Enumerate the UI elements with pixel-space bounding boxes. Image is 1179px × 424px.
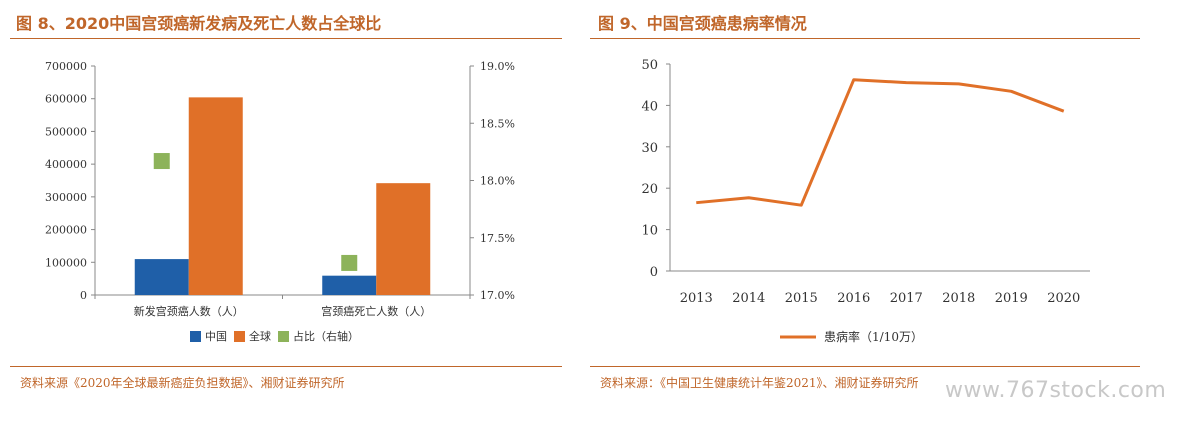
right-tick-label: 19.0%: [480, 60, 515, 73]
figure-8-panel: 图 8、2020中国宫颈癌新发病及死亡人数占全球比 0 100000 200000 3…: [0, 0, 580, 424]
figure-8-source: 资料来源《2020年全球最新癌症负担数据》、湘财证券研究所: [20, 376, 345, 390]
y-tick-label: 30: [641, 141, 658, 156]
category-label: 新发宫颈癌人数（人）: [134, 304, 244, 318]
legend-label: 患病率（1/10万）: [824, 329, 923, 344]
bar-global: [188, 97, 243, 295]
share-point: [341, 254, 358, 271]
left-tick-label: 600000: [45, 93, 87, 106]
left-tick-label: 100000: [45, 256, 87, 269]
left-tick-label: 300000: [45, 191, 87, 204]
legend-swatch-0: [190, 331, 201, 342]
bar-china: [134, 259, 189, 295]
legend-label-0: 中国: [205, 330, 227, 343]
figure-8-bottom-rule: [10, 366, 562, 367]
x-tick-label: 2016: [837, 291, 870, 306]
y-tick-label: 50: [641, 58, 658, 73]
legend-label-1: 全球: [249, 329, 271, 343]
right-tick-label: 17.5%: [480, 232, 515, 245]
y-tick-label: 10: [641, 224, 658, 239]
x-tick-label: 2015: [785, 291, 818, 306]
figure-8-title: 图 8、2020中国宫颈癌新发病及死亡人数占全球比: [16, 14, 382, 33]
figure-9-panel: 图 9、中国宫颈癌患病率情况 0 10 20 30 40 50 2013 2014 2015 20…: [590, 0, 1179, 424]
left-tick-label: 700000: [45, 60, 87, 73]
bar-china: [322, 275, 377, 295]
right-tick-label: 18.5%: [480, 117, 515, 130]
x-tick-label: 2019: [995, 291, 1028, 306]
x-tick-label: 2018: [942, 291, 975, 306]
y-tick-label: 40: [641, 99, 658, 114]
x-tick-label: 2017: [890, 291, 923, 306]
left-tick-label: 0: [80, 289, 87, 302]
share-point: [153, 153, 170, 170]
legend-label-2: 占比（右轴）: [293, 329, 359, 343]
prevalence-line: [696, 78, 1065, 207]
right-tick-label: 17.0%: [480, 289, 515, 302]
watermark: www.767stock.com: [945, 378, 1167, 403]
legend-swatch-2: [278, 331, 289, 342]
figure-9-bottom-rule: [590, 366, 1140, 367]
figure-8-chart: 0 100000 200000 300000 400000 500000 600000 700…: [45, 60, 515, 343]
x-tick-label: 2014: [732, 291, 765, 306]
left-tick-label: 400000: [45, 158, 87, 171]
left-tick-label: 200000: [45, 224, 87, 237]
figure-9-title: 图 9、中国宫颈癌患病率情况: [598, 14, 807, 33]
figure-8-top-rule: [10, 38, 562, 39]
y-tick-label: 20: [641, 182, 658, 197]
y-tick-label: 0: [650, 265, 658, 280]
figure-9-source: 资料来源：《中国卫生健康统计年鉴2021》、湘财证券研究所: [600, 376, 919, 390]
figure-9-chart: 0 10 20 30 40 50 2013 2014 2015 2016 2017 2018 2019 2…: [641, 58, 1090, 344]
category-label: 宫颈癌死亡人数（人）: [321, 304, 431, 318]
figure-9-top-rule: [590, 38, 1140, 39]
legend-swatch-1: [234, 331, 245, 342]
right-tick-label: 18.0%: [480, 175, 515, 188]
x-tick-label: 2013: [680, 291, 713, 306]
left-tick-label: 500000: [45, 125, 87, 138]
bar-global: [376, 183, 431, 295]
x-tick-label: 2020: [1047, 291, 1080, 306]
